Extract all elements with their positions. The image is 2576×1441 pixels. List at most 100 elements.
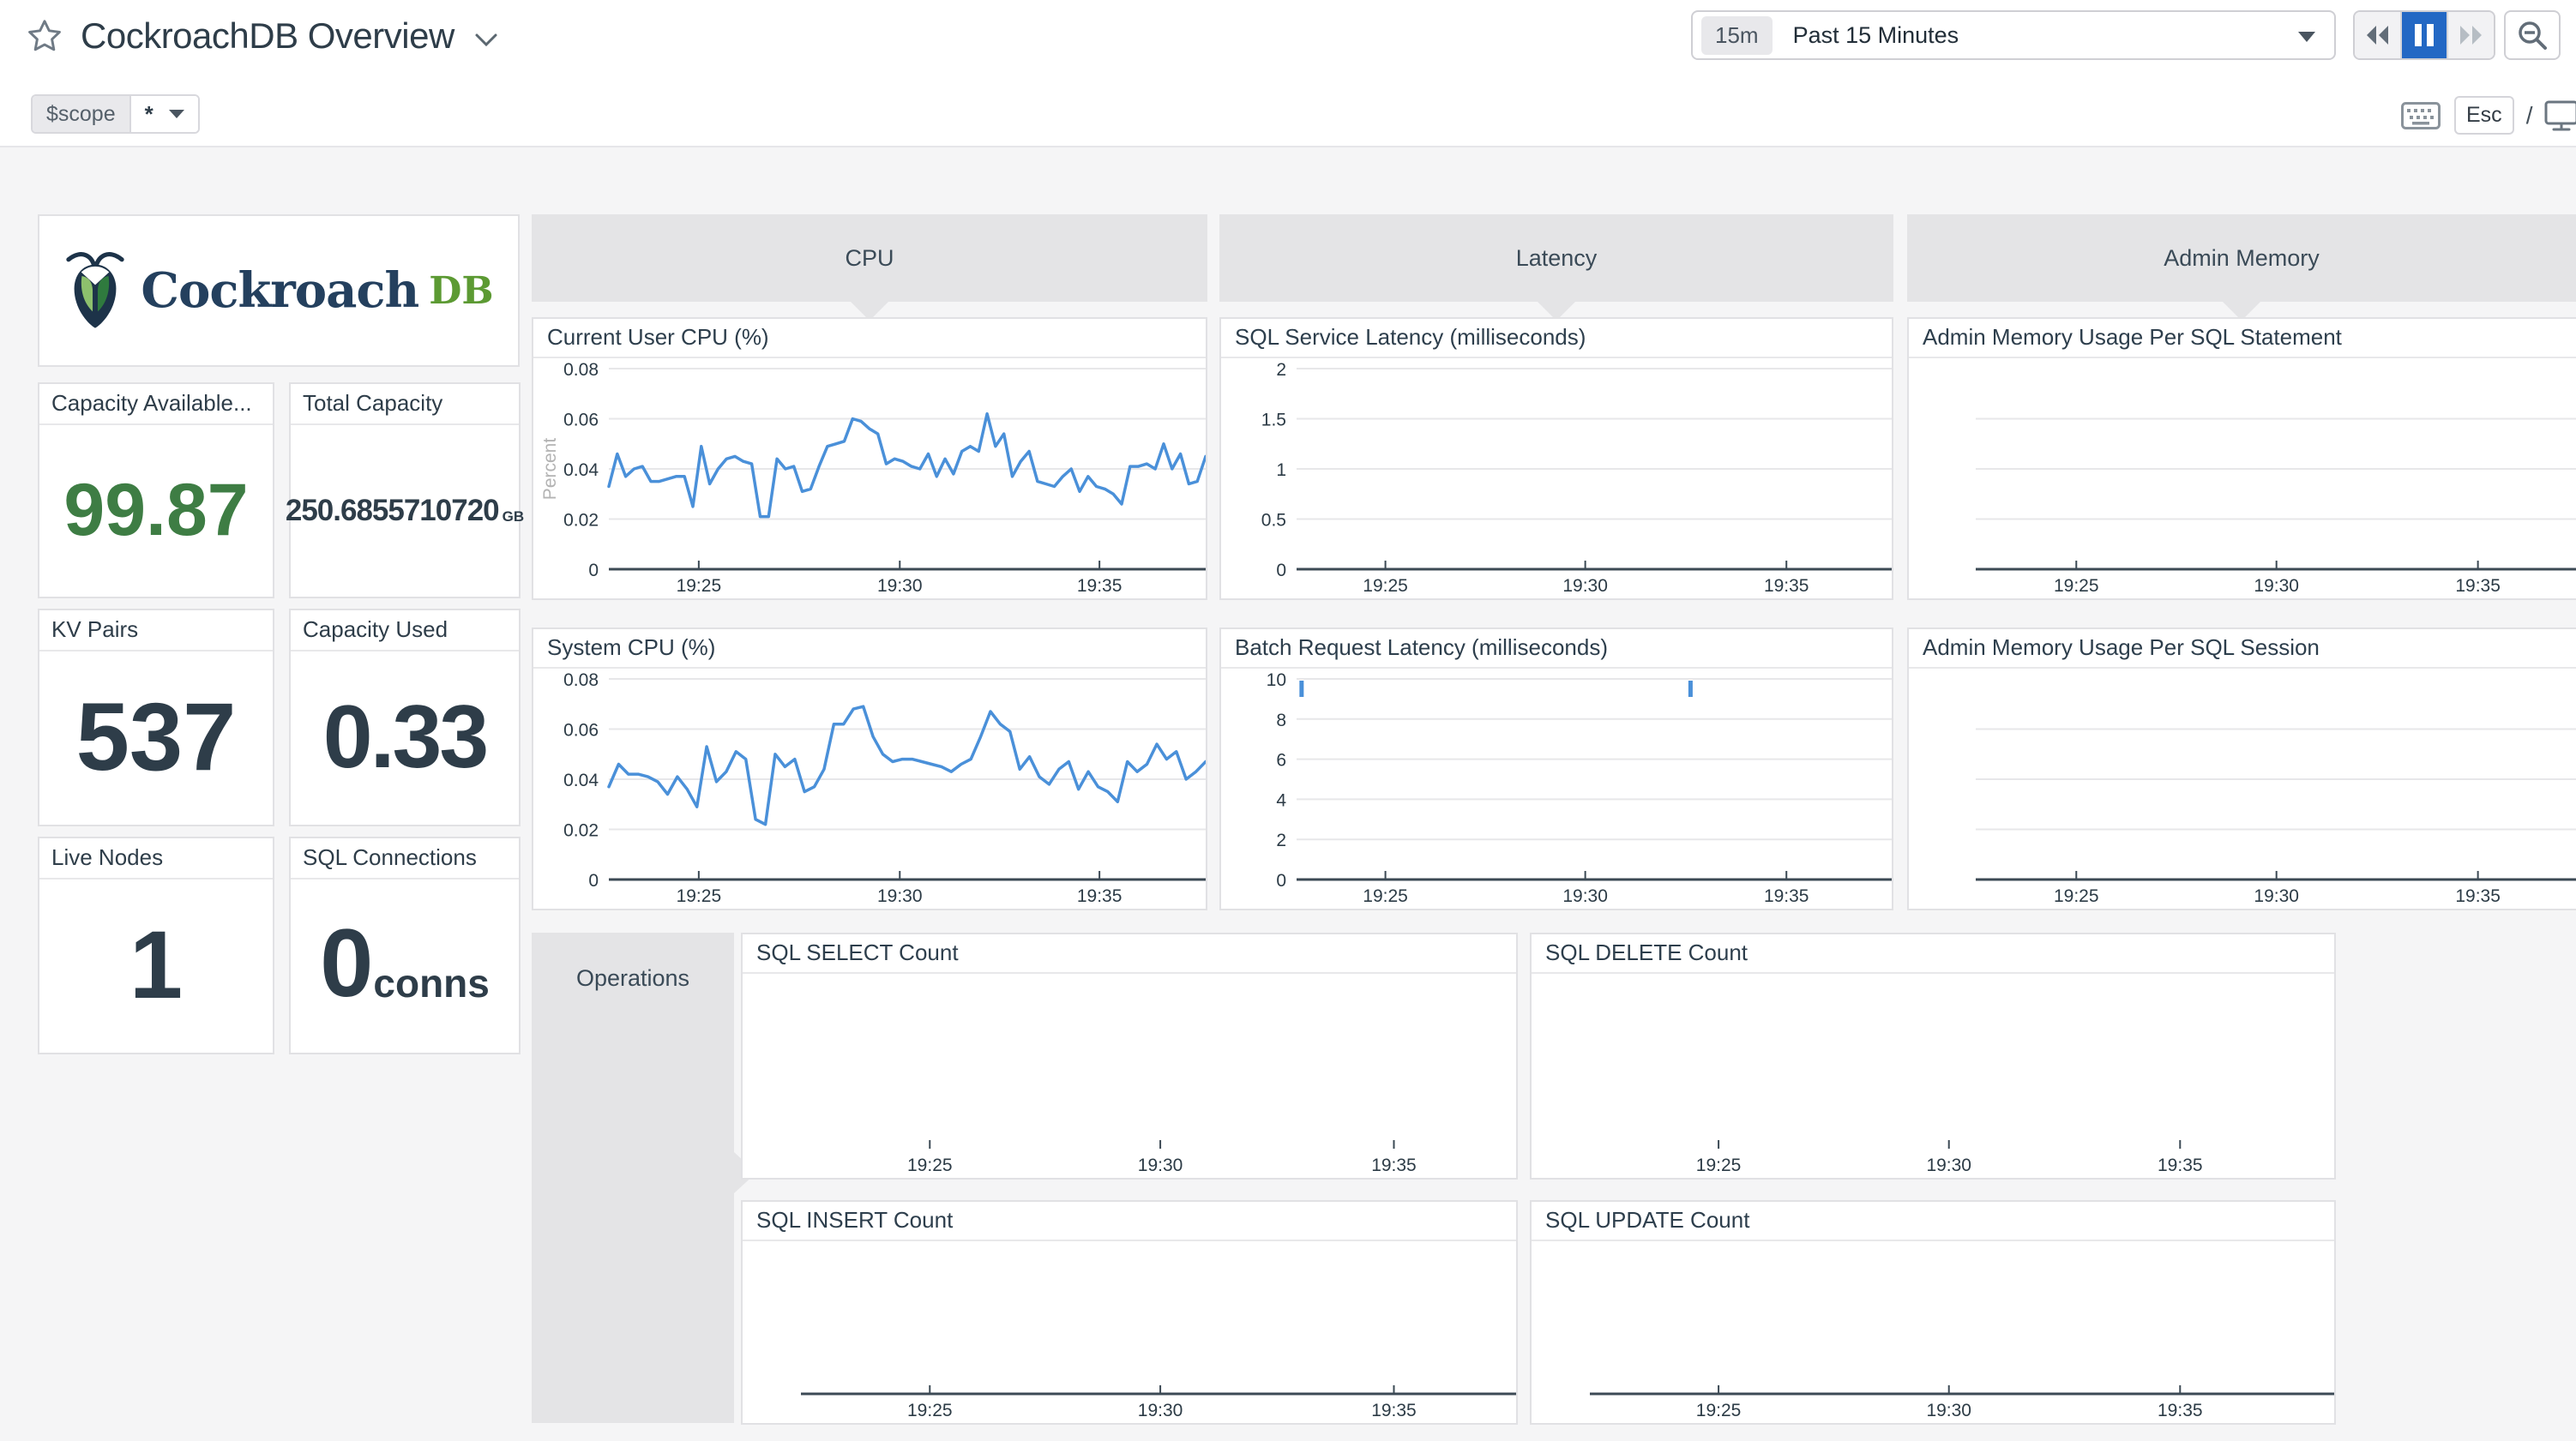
- group-header-cpu[interactable]: CPU: [532, 214, 1207, 321]
- svg-text:19:25: 19:25: [2054, 886, 2099, 906]
- svg-text:0.08: 0.08: [563, 670, 599, 690]
- fast-forward-icon: [2459, 26, 2482, 45]
- svg-text:19:35: 19:35: [1764, 886, 1809, 906]
- tv-mode-icon[interactable]: [2544, 99, 2576, 132]
- chart-card-admin-memory-session: Admin Memory Usage Per SQL Session 19:25…: [1907, 627, 2576, 910]
- admin-memory-session-plot[interactable]: 19:25 19:30 19:35: [1909, 667, 2576, 909]
- group-header-admin-memory[interactable]: Admin Memory: [1907, 214, 2576, 321]
- sql-service-latency-plot[interactable]: 2 1.5 1 0.5 0 19:25 19:30 19:35: [1221, 357, 1892, 598]
- stat-card-kv-pairs: KV Pairs 537: [38, 609, 274, 826]
- chart-title: System CPU (%): [533, 629, 1206, 669]
- title-row: CockroachDB Overview: [26, 15, 499, 57]
- sql-update-count-plot[interactable]: 19:25 19:30 19:35: [1532, 1240, 2334, 1423]
- slash-separator: /: [2525, 101, 2533, 129]
- stat-card-live-nodes: Live Nodes 1: [38, 837, 274, 1054]
- logo-db-suffix: DB: [429, 268, 494, 313]
- chart-title: SQL DELETE Count: [1532, 934, 2334, 974]
- svg-text:19:35: 19:35: [1077, 886, 1122, 906]
- stat-value: 0.33: [322, 687, 489, 787]
- esc-button[interactable]: Esc: [2454, 96, 2514, 135]
- svg-text:19:30: 19:30: [1926, 1156, 1971, 1175]
- batch-request-latency-plot[interactable]: 10 8 6 4 2 0 19:25 19:30 19:35: [1221, 667, 1892, 909]
- svg-text:0.06: 0.06: [563, 411, 599, 430]
- zoom-out-icon: [2519, 21, 2547, 50]
- chart-title: Current User CPU (%): [533, 319, 1206, 358]
- page-title[interactable]: CockroachDB Overview: [81, 15, 454, 56]
- svg-text:0: 0: [588, 871, 599, 891]
- zoom-out-button[interactable]: [2504, 10, 2561, 60]
- stat-card-sql-connections: SQL Connections 0 conns: [289, 837, 521, 1054]
- svg-text:19:30: 19:30: [2254, 576, 2299, 596]
- rewind-button[interactable]: [2355, 12, 2402, 58]
- svg-text:19:25: 19:25: [1363, 886, 1408, 906]
- chart-title: SQL SELECT Count: [743, 934, 1516, 974]
- dashboard-header: CockroachDB Overview 15m Past 15 Minutes: [0, 0, 2576, 147]
- pause-button[interactable]: [2401, 12, 2449, 58]
- chart-card-system-cpu: System CPU (%) 0.08 0.06 0.04 0.02 0 19:25 19:…: [532, 627, 1207, 910]
- group-label: CPU: [845, 244, 894, 271]
- stat-value: 0: [320, 910, 374, 1017]
- svg-text:19:25: 19:25: [907, 1401, 953, 1420]
- chart-title: Batch Request Latency (milliseconds): [1221, 629, 1892, 669]
- star-icon[interactable]: [26, 17, 63, 55]
- svg-text:19:25: 19:25: [677, 886, 722, 906]
- svg-text:19:35: 19:35: [2455, 576, 2501, 596]
- svg-text:0.04: 0.04: [563, 771, 599, 790]
- svg-text:19:25: 19:25: [1363, 576, 1408, 596]
- chart-card-current-user-cpu: Current User CPU (%) 0.08 0.06 0.04 0.02 0 19…: [532, 317, 1207, 600]
- svg-text:19:25: 19:25: [1696, 1401, 1742, 1420]
- svg-text:19:25: 19:25: [907, 1156, 953, 1175]
- scope-template-variable[interactable]: $scope *: [31, 94, 200, 134]
- chart-title: Admin Memory Usage Per SQL Session: [1909, 629, 2576, 669]
- sql-delete-count-plot[interactable]: 19:25 19:30 19:35: [1532, 972, 2334, 1178]
- chevron-down-icon[interactable]: [473, 32, 499, 49]
- svg-text:0.08: 0.08: [563, 360, 599, 380]
- stat-card-capacity-available: Capacity Available... 99.87: [38, 382, 274, 598]
- svg-text:19:30: 19:30: [1138, 1401, 1183, 1420]
- time-range-selector[interactable]: 15m Past 15 Minutes: [1691, 10, 2336, 60]
- stat-title: Capacity Used: [291, 610, 519, 651]
- svg-text:19:30: 19:30: [2254, 886, 2299, 906]
- svg-text:19:35: 19:35: [2158, 1156, 2203, 1175]
- group-notch: [851, 302, 888, 321]
- dropdown-caret-icon: [2298, 32, 2315, 42]
- svg-text:4: 4: [1276, 790, 1286, 810]
- shortcut-hint-row: Esc /: [2401, 96, 2576, 135]
- cockroachdb-logo-card: Cockroach DB: [38, 214, 520, 367]
- sql-select-count-plot[interactable]: 19:25 19:30 19:35: [743, 972, 1516, 1178]
- fast-forward-button[interactable]: [2448, 12, 2494, 58]
- svg-text:19:30: 19:30: [877, 886, 923, 906]
- time-range-label: Past 15 Minutes: [1792, 21, 1959, 48]
- svg-text:0.06: 0.06: [563, 721, 599, 741]
- time-range-badge: 15m: [1701, 15, 1773, 55]
- sql-insert-count-plot[interactable]: 19:25 19:30 19:35: [743, 1240, 1516, 1423]
- chart-title: Admin Memory Usage Per SQL Statement: [1909, 319, 2576, 358]
- keyboard-icon[interactable]: [2401, 101, 2441, 129]
- playback-controls: [2353, 10, 2495, 60]
- chart-card-sql-insert-count: SQL INSERT Count 19:25 19:30 19:35: [741, 1200, 1518, 1425]
- svg-text:0: 0: [1276, 561, 1286, 580]
- chart-card-batch-request-latency: Batch Request Latency (milliseconds) 10 8…: [1219, 627, 1893, 910]
- svg-text:6: 6: [1276, 751, 1286, 771]
- svg-text:19:35: 19:35: [2455, 886, 2501, 906]
- svg-text:8: 8: [1276, 711, 1286, 730]
- group-header-operations[interactable]: Operations: [532, 933, 756, 1423]
- scope-variable-value[interactable]: *: [130, 96, 198, 132]
- stat-title: Live Nodes: [39, 838, 273, 880]
- svg-text:19:30: 19:30: [1562, 886, 1608, 906]
- current-user-cpu-plot[interactable]: 0.08 0.06 0.04 0.02 0 19:25 19:30 19:35 Percent: [533, 357, 1206, 598]
- svg-text:0.02: 0.02: [563, 821, 599, 841]
- admin-memory-statement-plot[interactable]: 19:25 19:30 19:35: [1909, 357, 2576, 598]
- svg-text:0.04: 0.04: [563, 460, 599, 480]
- dropdown-caret-icon: [168, 110, 184, 118]
- stat-card-capacity-used: Capacity Used 0.33: [289, 609, 521, 826]
- stat-value: 250.6855710720: [285, 493, 500, 527]
- system-cpu-plot[interactable]: 0.08 0.06 0.04 0.02 0 19:25 19:30 19:35: [533, 667, 1206, 909]
- group-notch: [1538, 302, 1575, 321]
- svg-text:19:30: 19:30: [877, 576, 923, 596]
- group-label: Operations: [575, 965, 690, 991]
- group-header-latency[interactable]: Latency: [1219, 214, 1893, 321]
- stat-title: Capacity Available...: [39, 384, 273, 425]
- stat-value: 99.87: [63, 469, 249, 551]
